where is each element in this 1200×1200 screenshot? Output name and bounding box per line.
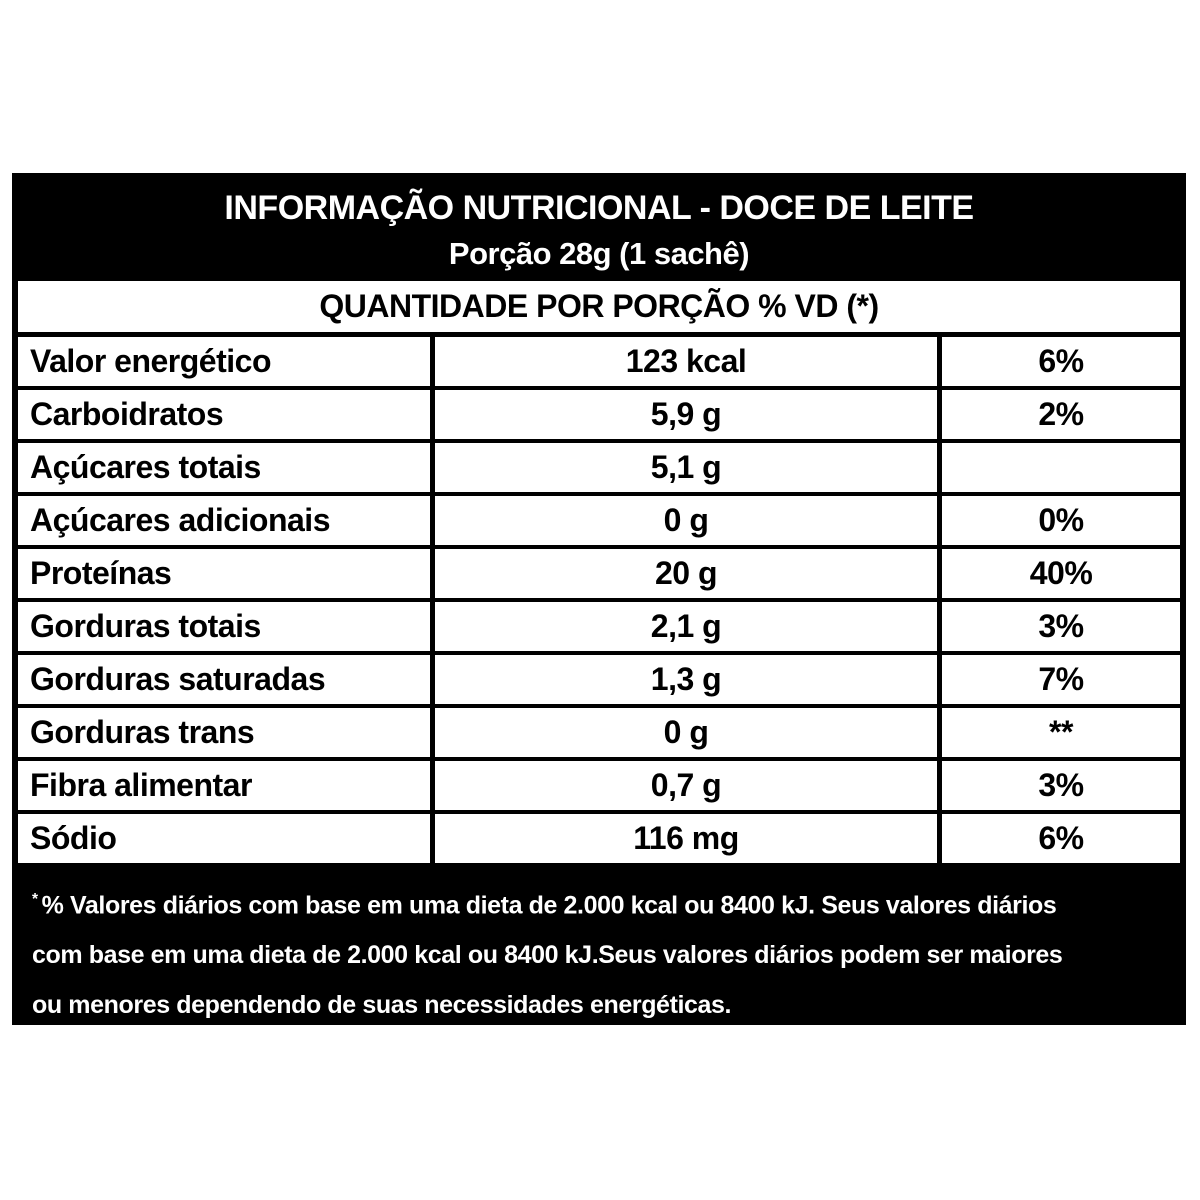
footnote: *% Valores diários com base em uma dieta… [18,867,1180,1019]
serving-size: Porção 28g (1 sachê) [448,235,750,271]
footnote-line-2: com base em uma dieta de 2.000 kcal ou 8… [32,941,1063,970]
table-row: Gorduras trans 0 g ** [18,708,1180,761]
nutrient-amount: 20 g [430,549,937,598]
nutrient-dv: 6% [937,814,1180,863]
nutrient-dv: ** [937,708,1180,757]
footnote-line-3: ou menores dependendo de suas necessidad… [32,991,732,1020]
nutrient-dv: 6% [937,337,1180,386]
table-row: Gorduras saturadas 1,3 g 7% [18,655,1180,708]
table-row: Açúcares adicionais 0 g 0% [18,496,1180,549]
table-row: Valor energético 123 kcal 6% [18,337,1180,390]
column-header-row: QUANTIDADE POR PORÇÃO % VD (*) [18,281,1180,337]
asterisk-marker: * [32,891,38,908]
nutrient-amount: 116 mg [430,814,937,863]
table-row: Gorduras totais 2,1 g 3% [18,602,1180,655]
table-row: Carboidratos 5,9 g 2% [18,390,1180,443]
nutrient-dv: 0% [937,496,1180,545]
nutrient-name: Gorduras totais [30,608,261,644]
nutrient-name: Valor energético [30,343,271,379]
nutrient-name: Sódio [30,820,117,856]
nutrient-amount: 0 g [430,708,937,757]
nutrient-dv: 7% [937,655,1180,704]
nutrient-name: Açúcares totais [30,449,261,485]
footnote-line-1-text: % Valores diários com base em uma dieta … [41,891,1057,920]
nutrient-name: Gorduras saturadas [30,661,326,697]
nutrient-dv: 40% [937,549,1180,598]
nutrient-amount: 5,9 g [430,390,937,439]
nutrient-amount: 123 kcal [430,337,937,386]
nutrient-amount: 1,3 g [430,655,937,704]
table-row: Fibra alimentar 0,7 g 3% [18,761,1180,814]
nutrient-dv: 3% [937,761,1180,810]
table-row: Proteínas 20 g 40% [18,549,1180,602]
footnote-line-1: *% Valores diários com base em uma dieta… [32,875,1166,930]
nutrient-name: Proteínas [30,555,172,591]
nutrient-name: Carboidratos [30,396,224,432]
table-row: Sódio 116 mg 6% [18,814,1180,867]
table-row: Açúcares totais 5,1 g [18,443,1180,496]
nutrient-amount: 0,7 g [430,761,937,810]
nutrient-dv: 2% [937,390,1180,439]
nutrient-amount: 5,1 g [430,443,937,492]
nutrition-table: INFORMAÇÃO NUTRICIONAL - DOCE DE LEITE P… [12,173,1186,1025]
nutrient-rows: Valor energético 123 kcal 6% Carboidrato… [18,337,1180,867]
nutrient-amount: 2,1 g [430,602,937,651]
nutrient-dv [937,443,1180,492]
nutrient-name: Açúcares adicionais [30,502,330,538]
nutrient-name: Gorduras trans [30,714,255,750]
nutrient-dv: 3% [937,602,1180,651]
nutrient-name: Fibra alimentar [30,767,252,803]
table-title: INFORMAÇÃO NUTRICIONAL - DOCE DE LEITE [224,188,974,227]
table-header: INFORMAÇÃO NUTRICIONAL - DOCE DE LEITE P… [18,179,1180,281]
nutrient-amount: 0 g [430,496,937,545]
column-header-label: QUANTIDADE POR PORÇÃO % VD (*) [319,288,879,324]
